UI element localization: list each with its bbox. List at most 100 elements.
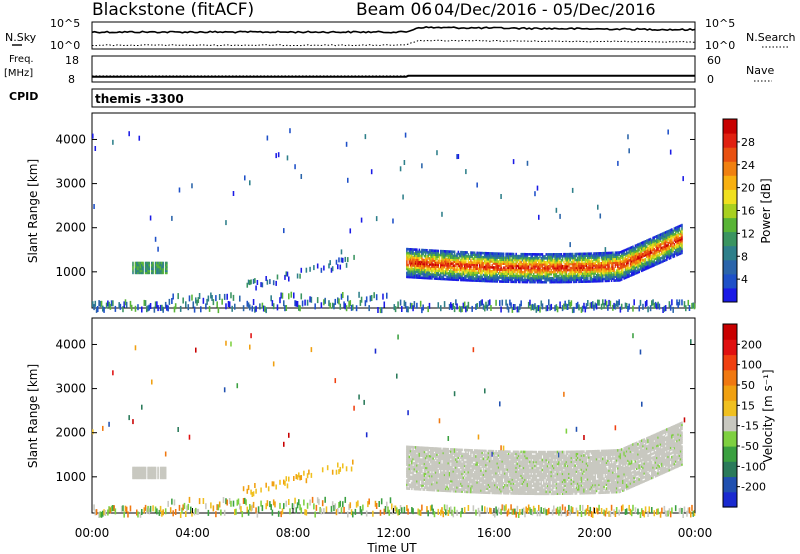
- echo-cell: [146, 269, 148, 273]
- echo-cell: [520, 262, 522, 266]
- echo-cell: [463, 301, 466, 308]
- colorbar-swatch: [723, 259, 737, 275]
- echo-cell: [642, 247, 644, 250]
- echo-cell: [618, 271, 620, 274]
- echo-cell: [289, 128, 291, 134]
- echo-cell: [638, 268, 641, 272]
- echo-cell: [575, 280, 578, 284]
- echo-cell: [182, 504, 184, 511]
- echo-cell: [676, 234, 678, 237]
- echo-cell: [453, 254, 456, 258]
- echo-cell: [679, 238, 682, 241]
- echo-cell: [463, 488, 466, 492]
- echo-cell: [465, 257, 467, 260]
- echo-cell: [526, 160, 529, 166]
- echo-cell: [331, 302, 334, 309]
- echo-cell: [555, 268, 558, 272]
- echo-cell: [423, 476, 426, 479]
- echo-cell: [272, 481, 275, 487]
- echo-cell: [559, 266, 561, 270]
- echo-cell: [448, 274, 451, 277]
- echo-cell: [416, 256, 418, 259]
- echo-cell: [247, 279, 250, 285]
- echo-cell: [624, 276, 627, 280]
- echo-cell: [625, 254, 628, 257]
- echo-cell: [471, 269, 473, 272]
- echo-cell: [666, 246, 668, 249]
- echo-cell: [555, 253, 558, 256]
- echo-cell: [426, 462, 428, 466]
- echo-cell: [412, 274, 414, 277]
- echo-cell: [157, 269, 159, 273]
- echo-cell: [578, 254, 580, 258]
- echo-cell: [548, 272, 550, 276]
- echo-cell: [133, 468, 136, 472]
- echo-cell: [443, 449, 446, 453]
- echo-cell: [620, 262, 623, 265]
- echo-cell: [280, 292, 282, 299]
- echo-cell: [461, 266, 463, 270]
- noise-right-tick-top: 10^5: [705, 17, 735, 30]
- echo-cell: [429, 259, 432, 262]
- echo-cell: [409, 447, 412, 451]
- echo-cell: [507, 256, 510, 260]
- echo-cell: [442, 457, 445, 461]
- echo-cell: [594, 302, 597, 309]
- echo-cell: [432, 267, 434, 270]
- echo-cell: [564, 276, 566, 280]
- echo-cell: [549, 280, 551, 284]
- echo-cell: [653, 240, 656, 243]
- echo-cell: [677, 225, 679, 229]
- echo-cell: [461, 476, 463, 479]
- echo-cell: [561, 254, 564, 258]
- echo-cell: [426, 460, 428, 464]
- echo-cell: [210, 502, 212, 509]
- echo-cell: [506, 264, 509, 268]
- echo-cell: [453, 486, 456, 489]
- echo-cell: [589, 272, 592, 275]
- echo-cell: [411, 477, 413, 481]
- echo-cell: [460, 466, 462, 469]
- echo-cell: [460, 464, 462, 468]
- echo-cell: [674, 244, 677, 248]
- echo-cell: [608, 277, 610, 281]
- echo-cell: [403, 160, 406, 165]
- echo-cell: [535, 278, 538, 282]
- echo-cell: [411, 268, 413, 271]
- echo-cell: [653, 254, 656, 257]
- echo-cell: [408, 248, 411, 251]
- echo-cell: [604, 247, 607, 253]
- echo-cell: [522, 278, 525, 282]
- echo-cell: [662, 238, 664, 241]
- echo-cell: [642, 241, 644, 244]
- echo-cell: [468, 261, 471, 264]
- echo-cell: [630, 263, 633, 267]
- echo-cell: [519, 256, 521, 260]
- echo-cell: [448, 487, 451, 491]
- echo-cell: [519, 254, 521, 258]
- echo-cell: [93, 204, 95, 209]
- echo-cell: [421, 482, 423, 485]
- echo-cell: [445, 254, 447, 257]
- echo-cell: [584, 276, 587, 279]
- echo-cell: [426, 276, 428, 280]
- echo-cell: [485, 257, 487, 261]
- echo-cell: [494, 252, 496, 255]
- echo-cell: [482, 279, 485, 283]
- echo-cell: [466, 251, 468, 254]
- echo-cell: [422, 462, 424, 465]
- echo-cell: [141, 265, 143, 269]
- echo-cell: [421, 460, 423, 463]
- echo-cell: [144, 271, 147, 275]
- echo-cell: [525, 254, 527, 258]
- echo-cell: [433, 447, 436, 450]
- echo-cell: [674, 234, 677, 238]
- echo-cell: [411, 256, 413, 259]
- echo-cell: [473, 263, 476, 266]
- echo-cell: [515, 262, 517, 266]
- echo-cell: [620, 278, 623, 281]
- echo-cell: [563, 303, 565, 310]
- echo-cell: [664, 237, 667, 240]
- echo-cell: [664, 235, 667, 238]
- echo-cell: [497, 252, 500, 255]
